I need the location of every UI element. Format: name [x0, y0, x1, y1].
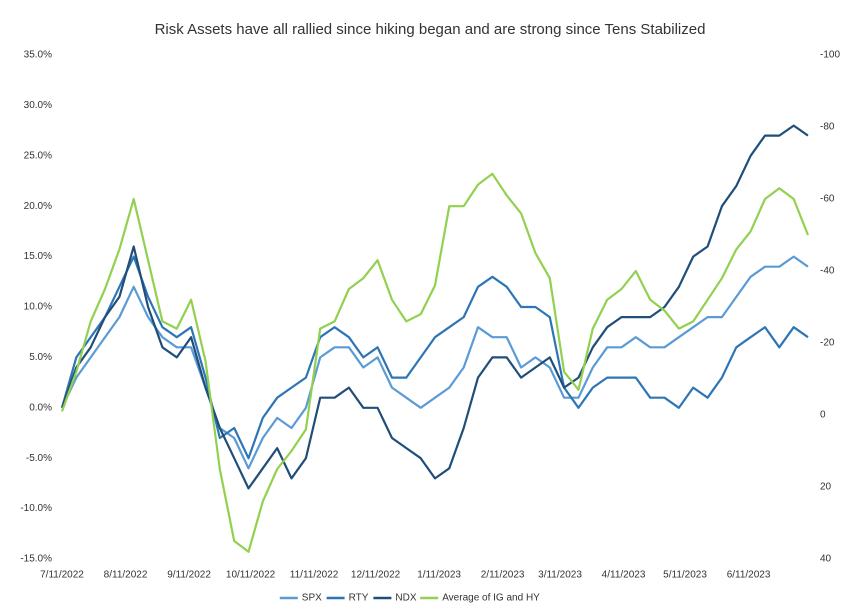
x-tick-label: 4/11/2023	[602, 570, 646, 581]
y-tick-label: 30.0%	[24, 100, 52, 111]
y-tick-label: 25.0%	[24, 150, 52, 161]
y2-tick-label: -40	[820, 266, 835, 277]
y-tick-label: 15.0%	[24, 251, 52, 262]
y-tick-label: 5.0%	[29, 352, 52, 363]
x-tick-label: 12/11/2022	[351, 570, 401, 581]
y-tick-label: -10.0%	[20, 503, 52, 514]
chart-title: Risk Assets have all rallied since hikin…	[155, 21, 706, 38]
y-tick-label: -15.0%	[20, 554, 52, 565]
x-tick-label: 6/11/2023	[727, 570, 771, 581]
legend-label: Average of IG and HY	[442, 593, 540, 604]
y-tick-label: 10.0%	[24, 302, 52, 313]
series-line	[61, 255, 809, 470]
x-tick-label: 9/11/2022	[167, 570, 211, 581]
x-tick-label: 7/11/2022	[40, 570, 84, 581]
series-line	[60, 172, 810, 553]
x-tick-label: 11/11/2022	[290, 570, 339, 581]
x-tick-label: 1/11/2023	[417, 570, 461, 581]
series-line	[60, 255, 809, 460]
series-line	[60, 124, 809, 490]
x-tick-label: 5/11/2023	[663, 570, 707, 581]
x-tick-label: 3/11/2023	[538, 570, 582, 581]
legend-label: SPX	[302, 593, 322, 604]
y2-tick-label: -60	[820, 194, 835, 205]
x-tick-label: 2/11/2023	[481, 570, 525, 581]
y2-tick-label: -20	[820, 338, 835, 349]
legend-label: RTY	[349, 593, 369, 604]
legend-label: NDX	[395, 593, 416, 604]
x-tick-label: 8/11/2022	[104, 570, 148, 581]
y-tick-label: 35.0%	[24, 50, 52, 61]
y2-tick-label: 0	[820, 410, 826, 421]
y2-tick-label: 40	[820, 554, 832, 565]
y-tick-label: -5.0%	[26, 453, 52, 464]
x-tick-label: 10/11/2022	[226, 570, 276, 581]
y2-tick-label: -100	[820, 50, 840, 61]
y-tick-label: 20.0%	[24, 201, 52, 212]
y-tick-label: 0.0%	[29, 402, 52, 413]
y2-tick-label: 20	[820, 482, 832, 493]
y2-tick-label: -80	[820, 122, 835, 133]
